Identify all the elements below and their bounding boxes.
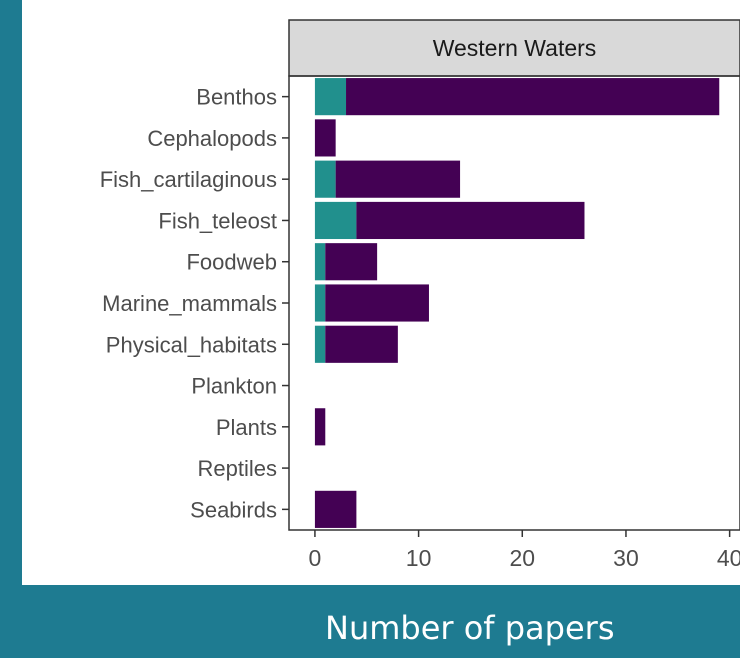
y-tick-label-cephalopods: Cephalopods: [147, 126, 277, 151]
x-tick-label-40: 40: [717, 545, 740, 571]
bar-cephalopods-series-2: [314, 119, 336, 157]
y-tick-label-plankton: Plankton: [191, 374, 277, 399]
bar-fish-cartilaginous-series-2: [335, 160, 461, 198]
facet-strip-title: Western Waters: [433, 35, 597, 61]
y-tick-label-fish-cartilaginous: Fish_cartilaginous: [100, 167, 277, 192]
bar-marine-mammals-series-2: [325, 284, 429, 322]
y-tick-label-marine-mammals: Marine_mammals: [102, 291, 277, 316]
y-tick-label-plants: Plants: [216, 415, 277, 440]
bar-marine-mammals-series-1: [314, 284, 326, 322]
bar-fish-teleost-series-1: [314, 201, 357, 240]
facet-strip: [288, 19, 740, 77]
y-tick-label-benthos: Benthos: [196, 85, 277, 110]
bar-fish-cartilaginous-series-1: [314, 160, 336, 198]
chart-svg: Western Waters Benthos Cephalopods Fish_car…: [100, 19, 740, 571]
bar-benthos-series-1: [314, 78, 347, 116]
bar-physical-habitats-series-1: [314, 325, 326, 363]
bar-plants-series-2: [314, 408, 326, 446]
y-tick-label-reptiles: Reptiles: [198, 456, 277, 481]
bar-physical-habitats-series-2: [325, 325, 398, 363]
bar-benthos-series-2: [346, 78, 720, 116]
y-tick-label-foodweb: Foodweb: [186, 250, 277, 275]
bar-fish-teleost-series-2: [356, 201, 585, 240]
x-tick-label-30: 30: [613, 545, 639, 571]
bar-foodweb-series-2: [325, 243, 378, 281]
x-tick-label-10: 10: [406, 545, 432, 571]
chart-panel: Western Waters Benthos Cephalopods Fish_car…: [22, 0, 740, 585]
bar-foodweb-series-1: [314, 243, 326, 281]
x-axis-title: Number of papers: [325, 609, 615, 647]
x-tick-label-0: 0: [309, 545, 322, 571]
y-tick-label-fish-teleost: Fish_teleost: [158, 208, 277, 233]
y-tick-label-seabirds: Seabirds: [190, 497, 277, 522]
bar-seabirds-series-2: [314, 490, 357, 528]
y-tick-label-physical-habitats: Physical_habitats: [106, 332, 277, 357]
x-tick-label-20: 20: [509, 545, 535, 571]
